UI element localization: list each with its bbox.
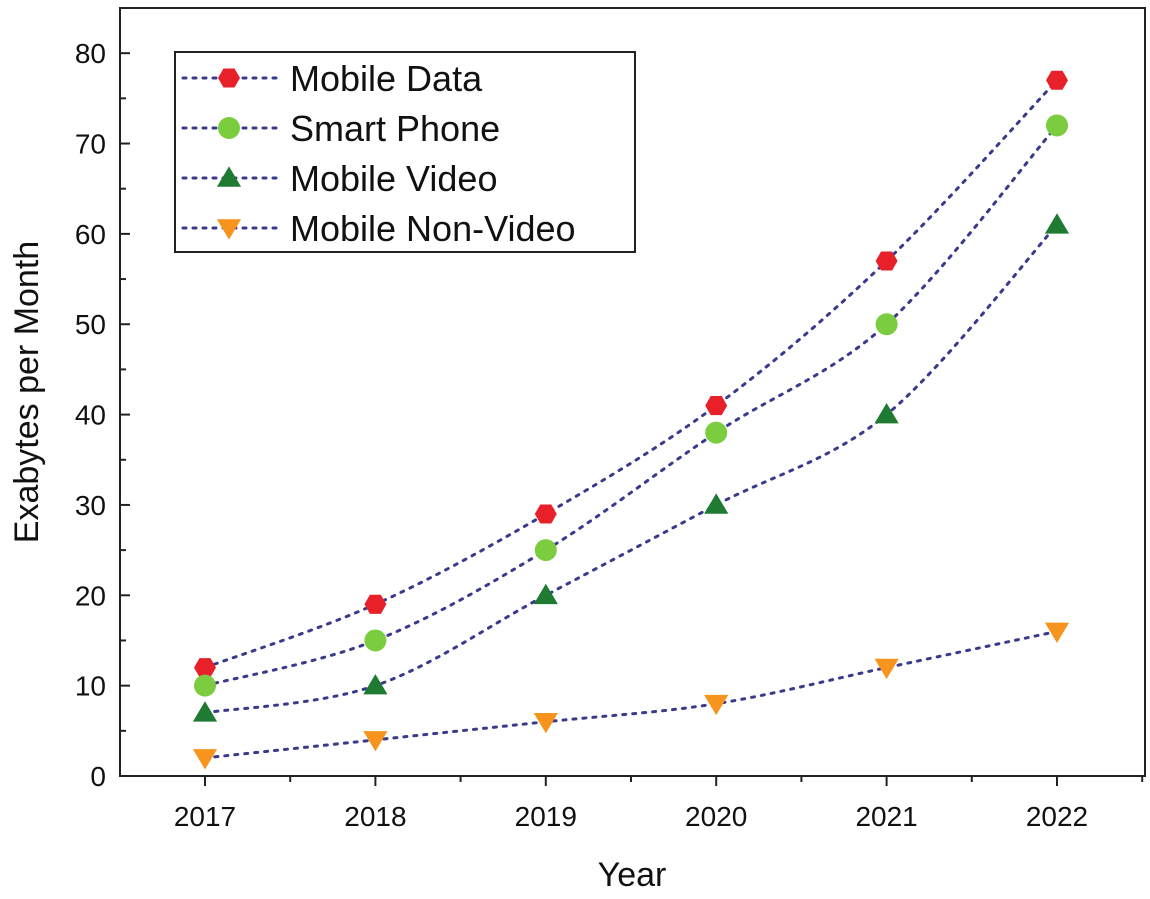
data-point-mobile-data (1046, 70, 1068, 90)
data-point-smart-phone (194, 674, 216, 697)
plot-frame (119, 7, 1146, 777)
x-tick-label: 2022 (1026, 801, 1088, 832)
x-tick-label: 2021 (855, 801, 917, 832)
legend-marker-mobile-data (218, 68, 240, 88)
legend-marker-smart-phone (218, 117, 240, 139)
y-tick-label: 10 (75, 671, 106, 702)
data-point-mobile-non-video (1044, 622, 1070, 643)
legend-label-mobile-video: Mobile Video (290, 158, 497, 199)
data-point-mobile-data (364, 594, 387, 614)
data-point-smart-phone (364, 629, 387, 652)
data-point-mobile-video (1044, 213, 1070, 234)
data-point-mobile-data (705, 396, 728, 416)
trendline-mobile-non-video (203, 629, 1059, 760)
y-tick-label: 80 (75, 38, 106, 69)
legend: Mobile Data Smart Phone Mobile Video Mobile… (174, 51, 636, 253)
trendline-mobile-data (203, 78, 1059, 670)
data-point-mobile-video (704, 493, 729, 514)
trendline-smart-phone (203, 124, 1059, 688)
data-point-smart-phone (534, 539, 557, 562)
data-point-smart-phone (705, 421, 728, 444)
data-point-mobile-non-video (874, 658, 899, 680)
y-tick-label: 30 (75, 490, 106, 521)
data-point-mobile-non-video (363, 731, 388, 752)
legend-label-mobile-data: Mobile Data (290, 58, 483, 99)
data-point-mobile-non-video (533, 713, 558, 734)
x-tick-label: 2018 (344, 801, 406, 832)
y-tick-label: 20 (75, 580, 106, 611)
legend-label-smart-phone: Smart Phone (290, 108, 500, 149)
legend-items: Mobile Data Smart Phone Mobile Video Mobile… (181, 58, 576, 249)
x-tick-label: 2020 (685, 801, 747, 832)
trendline-mobile-video (203, 223, 1059, 715)
data-point-mobile-video (874, 403, 899, 424)
y-tick-label: 50 (75, 309, 106, 340)
x-axis-title: Year (598, 856, 667, 894)
legend-marker-mobile-video (216, 166, 242, 187)
y-tick-label: 70 (75, 129, 106, 160)
data-point-mobile-non-video (704, 694, 729, 716)
data-point-mobile-video (192, 701, 218, 722)
data-point-mobile-data (534, 504, 557, 524)
y-axis-title: Exabytes per Month (8, 241, 46, 543)
legend-label-mobile-non-video: Mobile Non-Video (290, 208, 576, 249)
data-point-mobile-data (875, 251, 898, 271)
axes: 0 10 20 30 40 50 60 70 80 2017 2018 2019 2020 2021 202… (75, 38, 1144, 832)
data-point-mobile-non-video (192, 749, 218, 770)
y-tick-label: 60 (75, 219, 106, 250)
legend-marker-mobile-non-video (216, 219, 242, 240)
x-tick-label: 2019 (515, 801, 577, 832)
data-point-mobile-data (194, 658, 216, 678)
data-points (192, 70, 1070, 770)
y-tick-label: 40 (75, 400, 106, 431)
data-point-mobile-video (533, 583, 558, 605)
trendlines (203, 78, 1059, 760)
legend-box (174, 51, 636, 253)
data-point-smart-phone (1046, 114, 1068, 137)
x-tick-label: 2017 (174, 801, 236, 832)
data-point-mobile-video (363, 674, 388, 695)
data-point-smart-phone (875, 313, 898, 336)
y-tick-label: 0 (90, 761, 106, 792)
